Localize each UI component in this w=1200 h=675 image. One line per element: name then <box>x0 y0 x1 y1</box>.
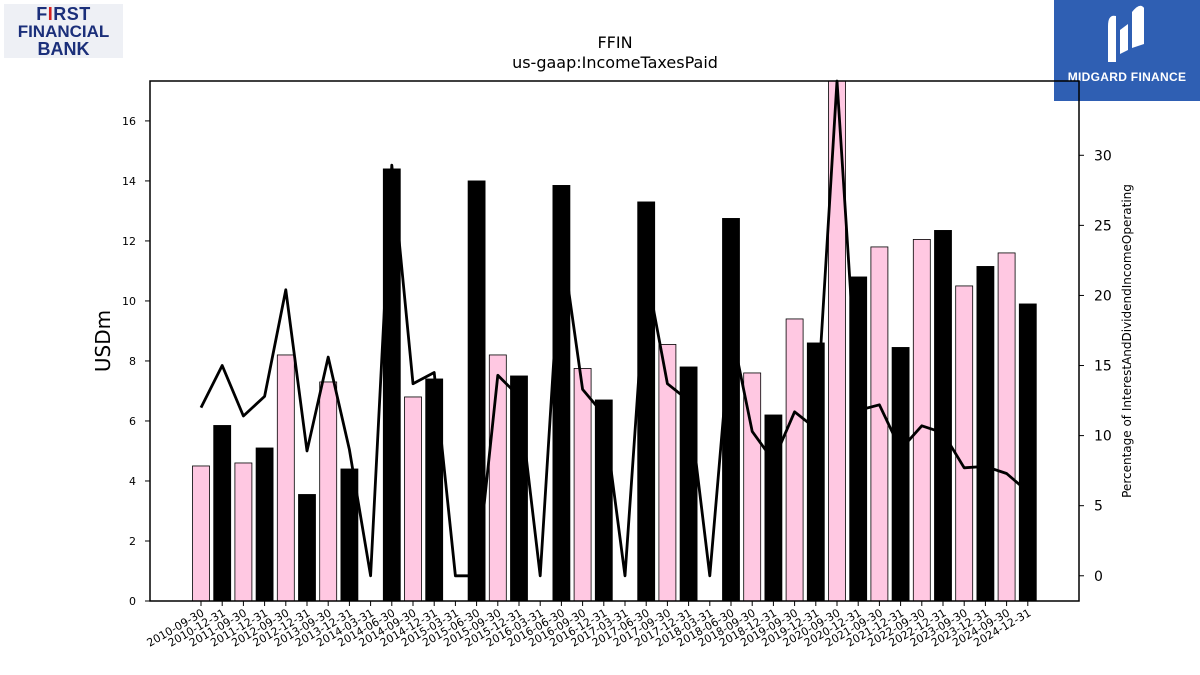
bar <box>764 414 783 602</box>
bar <box>234 462 253 602</box>
y-tick-label: 12 <box>122 235 136 248</box>
y2-tick-label: 5 <box>1094 499 1103 515</box>
bar <box>934 230 952 602</box>
bar <box>425 378 444 602</box>
y-tick-label: 16 <box>122 115 136 128</box>
bar <box>637 201 656 602</box>
y-axis: 0 2 4 6 8 10 12 14 16 <box>122 115 150 608</box>
bar <box>976 266 995 602</box>
bar <box>785 318 804 602</box>
bar <box>912 239 931 602</box>
bar <box>594 399 613 602</box>
y-tick-label: 6 <box>129 415 136 428</box>
bar <box>806 342 825 602</box>
bar <box>997 252 1016 602</box>
y-tick-label: 14 <box>122 175 136 188</box>
first-financial-bank-logo: FIRST FINANCIAL BANK <box>4 4 123 58</box>
y2-axis: 0 5 10 15 20 25 30 <box>1079 148 1112 585</box>
y-tick-label: 0 <box>129 595 136 608</box>
plot-frame <box>149 80 1080 602</box>
y2-tick-label: 15 <box>1094 359 1112 375</box>
bar <box>298 494 316 602</box>
bar-series <box>192 80 1037 602</box>
y-tick-label: 8 <box>129 355 136 368</box>
line-path <box>199 79 1029 578</box>
chart-subtitle: us-gaap:IncomeTaxesPaid <box>512 53 718 72</box>
bar <box>488 354 507 602</box>
bar <box>955 285 974 602</box>
y2-tick-label: 10 <box>1094 429 1112 445</box>
y2-tick-label: 25 <box>1094 218 1112 234</box>
bar <box>404 396 422 602</box>
y-tick-label: 2 <box>129 535 136 548</box>
bar <box>1018 303 1037 602</box>
bar <box>319 381 338 602</box>
y-tick-label: 10 <box>122 295 136 308</box>
bar <box>891 347 910 602</box>
y-axis-label: USDm <box>91 310 115 372</box>
bar <box>213 425 232 602</box>
bar <box>870 246 889 602</box>
bar <box>573 368 592 602</box>
bar <box>510 375 528 602</box>
chart-title: FFIN <box>597 33 632 52</box>
line-series <box>199 79 1029 578</box>
y2-tick-label: 0 <box>1094 569 1103 585</box>
bar <box>192 465 210 602</box>
bar <box>255 447 274 602</box>
x-axis: 2010-09-302010-12-312011-09-302011-12-31… <box>145 601 1033 650</box>
bar <box>467 180 486 602</box>
y-tick-label: 4 <box>129 475 136 488</box>
y2-tick-label: 30 <box>1094 148 1112 164</box>
bar <box>276 354 295 602</box>
y2-axis-label: Percentage of InterestAndDividendIncomeO… <box>1120 184 1134 498</box>
midgard-mark-icon <box>1108 5 1144 62</box>
y2-tick-label: 20 <box>1094 288 1112 304</box>
midgard-finance-logo: MIDGARD FINANCE <box>1054 0 1200 101</box>
